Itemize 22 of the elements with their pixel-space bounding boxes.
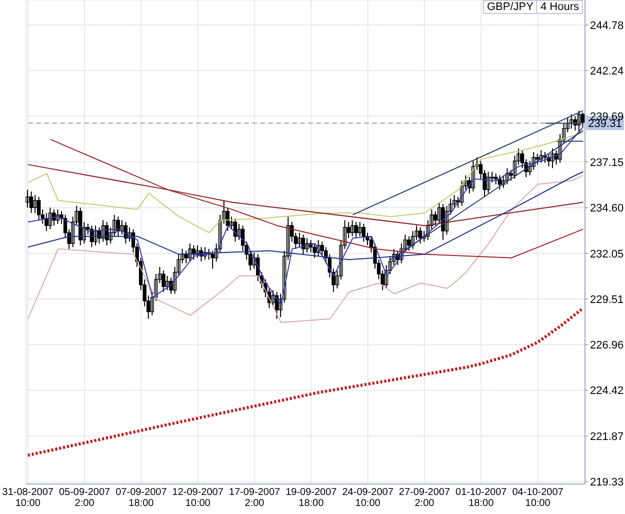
chart-title: GBP/JPY	[483, 0, 538, 14]
y-tick-label: 219.33	[590, 476, 624, 489]
y-tick-label: 224.42	[590, 385, 624, 398]
x-tick-label: 31-08-2007 10:00	[2, 487, 54, 509]
x-tick-label: 24-09-2007 10:00	[342, 487, 394, 509]
x-tick-label: 17-09-2007 2:00	[228, 487, 281, 509]
x-tick-label: 01-10-2007 18:00	[456, 487, 508, 509]
y-tick-label: 244.78	[590, 20, 624, 32]
x-tick-label: 27-09-2007 2:00	[398, 487, 450, 509]
y-tick-label: 221.87	[590, 430, 624, 443]
y-tick-label: 232.05	[590, 248, 624, 260]
y-tick-label: 237.15	[590, 156, 624, 169]
y-tick-label: 229.51	[590, 294, 624, 306]
x-tick-label: 07-09-2007 18:00	[116, 487, 168, 509]
y-tick-label: 234.60	[590, 202, 624, 215]
x-tick-label: 19-09-2007 18:00	[286, 487, 338, 509]
x-tick-label: 04-10-2007 10:00	[512, 487, 564, 509]
x-tick-label: 12-09-2007 10:00	[172, 487, 224, 509]
x-tick-label: 05-09-2007 2:00	[58, 487, 111, 509]
y-tick-label: 242.24	[590, 65, 624, 78]
chart-subtitle: 4 Hours	[537, 0, 583, 14]
y-tick-label: 226.96	[590, 340, 624, 352]
